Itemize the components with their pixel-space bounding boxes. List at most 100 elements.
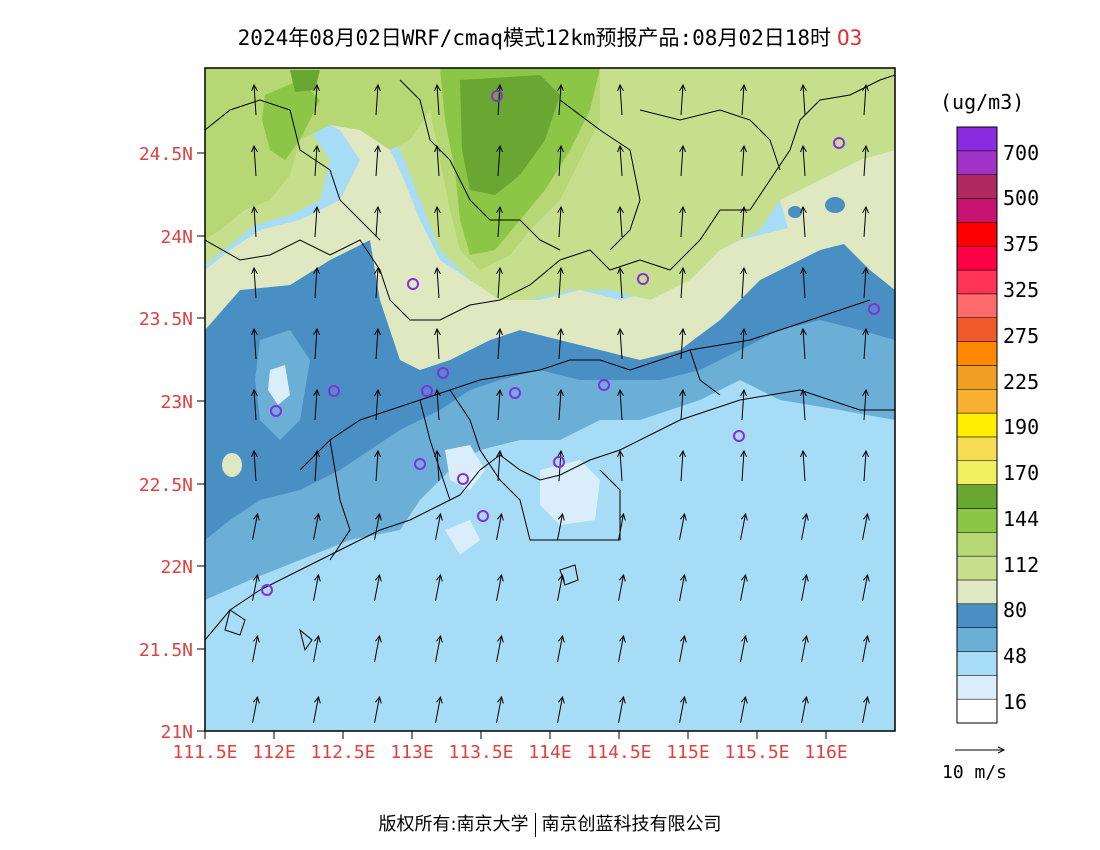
wind-arrow [864,85,866,116]
wind-arrow [313,514,319,541]
legend-swatch [956,198,998,223]
wind-arrow [376,146,378,177]
wind-arrow [742,451,744,482]
legend-label: 112 [1003,553,1040,577]
legend-label: 225 [1003,370,1040,394]
wind-arrow [315,85,317,116]
wind-arrow [740,514,746,541]
wind-arrow [803,207,805,238]
lat-axis [197,152,205,732]
inner-border-3 [559,99,641,251]
inner-border-2 [399,79,561,251]
wind-arrow [864,390,866,421]
lat-label: 21N [160,722,193,743]
wind-arrow [864,451,866,482]
title-text: 2024年08月02日WRF/cmaq模式12km预报产品:08月02日18时 [237,26,832,50]
wind-arrow [681,329,683,360]
wind-arrow [742,146,744,177]
station-marker [637,273,649,285]
legend-label: 16 [1003,690,1028,714]
inner-border-6 [449,389,621,541]
wind-arrow [315,146,317,177]
wind-arrow [801,514,807,541]
legend-swatch [956,436,998,462]
wind-arrow [498,146,500,177]
wind-arrow [559,329,561,360]
legend-colorbar [956,126,998,724]
wind-arrow [374,697,380,724]
wind-arrow [376,390,378,421]
wind-arrow [803,451,805,482]
wind-arrow [313,636,319,663]
wind-arrow [679,514,685,541]
wind-arrow [498,268,500,299]
wind-arrow [437,451,439,482]
lon-label: 113.5E [448,742,513,763]
wind-arrow [315,451,317,482]
wind-arrow [252,575,258,602]
legend-swatch [956,555,998,581]
wind-arrow [559,268,561,299]
inner-border-7 [329,439,351,561]
wind-arrow [864,146,866,177]
wind-arrow [496,514,502,541]
station-marker [553,456,565,468]
field-spot-80-right2 [788,206,802,218]
field-band-128 [205,68,430,240]
wind-arrow [559,146,561,177]
station-markers [261,90,880,596]
wind-arrow [681,146,683,177]
field-band-144-left [262,80,320,160]
wind-arrow [620,390,622,421]
wind-arrow [376,85,378,116]
legend-swatch [956,603,998,628]
wind-arrow [618,697,624,724]
wind-arrow [376,268,378,299]
lat-label: 22N [160,557,193,578]
lon-label: 113E [390,742,433,763]
wind-arrow [742,390,744,421]
wind-arrow [620,268,622,299]
field-spot-32d [445,520,480,555]
wind-arrow [435,575,441,602]
legend-unit: (ug/m3) [940,90,1025,114]
legend-label: 375 [1003,232,1040,256]
wind-arrow [496,636,502,663]
wind-arrow [498,207,500,238]
wind-reference-label: 10 m/s [942,762,1008,783]
lon-label: 111.5E [172,742,237,763]
station-marker [414,458,426,470]
inner-border-9 [689,349,721,396]
legend-swatch [956,412,998,438]
legend-swatch [956,341,998,366]
station-marker [437,367,449,379]
wind-arrow [801,636,807,663]
legend-swatch [956,269,998,295]
wind-arrow [437,268,439,299]
lon-label: 114.5E [586,742,651,763]
lon-label: 112.5E [310,742,375,763]
inner-border-5 [299,299,871,471]
wind-arrow [803,268,805,299]
inner-border-4 [639,109,781,171]
wind-arrow [681,390,683,421]
legend-label: 325 [1003,278,1040,302]
wind-arrow [254,451,256,482]
wind-arrow [862,514,868,541]
legend-swatch [956,245,998,271]
footer-copyright: 版权所有:南京大学 南京创蓝科技有限公司 [0,810,1100,837]
wind-arrow [315,268,317,299]
wind-arrow [559,85,561,116]
field-band-80 [205,240,895,540]
wind-arrow [498,451,500,482]
wind-arrow [803,146,805,177]
wind-arrow [618,575,624,602]
wind-arrow [252,697,258,724]
wind-arrow [376,329,378,360]
wind-arrow [437,146,439,177]
lat-label: 24.5N [139,144,193,165]
station-marker [270,405,282,417]
legend-swatch [956,174,998,199]
legend-swatch [956,126,998,152]
wind-arrow [681,268,683,299]
